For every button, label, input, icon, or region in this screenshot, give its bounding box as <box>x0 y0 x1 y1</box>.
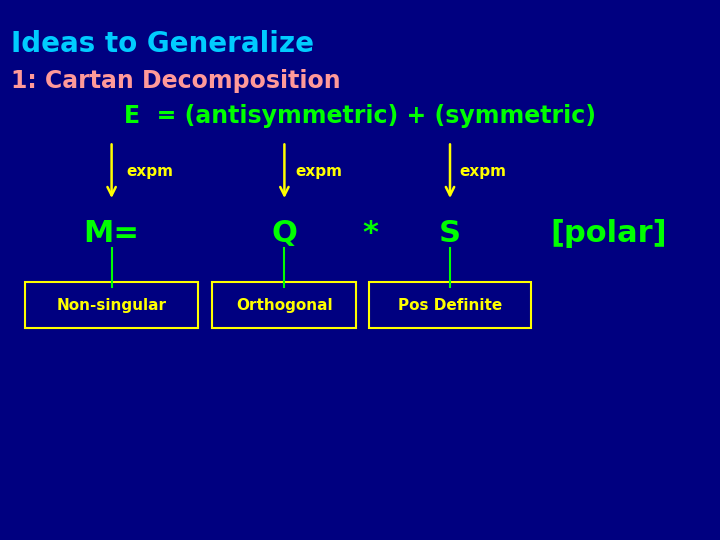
FancyBboxPatch shape <box>25 282 198 328</box>
Text: expm: expm <box>459 164 506 179</box>
FancyBboxPatch shape <box>369 282 531 328</box>
Text: M=: M= <box>84 219 140 248</box>
Text: 1: Cartan Decomposition: 1: Cartan Decomposition <box>11 69 341 93</box>
Text: expm: expm <box>295 164 342 179</box>
Text: S: S <box>439 219 461 248</box>
FancyBboxPatch shape <box>212 282 356 328</box>
Text: Q: Q <box>271 219 297 248</box>
Text: [polar]: [polar] <box>550 219 667 248</box>
Text: *: * <box>363 219 379 248</box>
Text: Ideas to Generalize: Ideas to Generalize <box>11 30 314 58</box>
Text: Pos Definite: Pos Definite <box>398 298 502 313</box>
Text: Orthogonal: Orthogonal <box>236 298 333 313</box>
Text: Non-singular: Non-singular <box>57 298 166 313</box>
Text: E  = (antisymmetric) + (symmetric): E = (antisymmetric) + (symmetric) <box>124 104 596 128</box>
Text: expm: expm <box>126 164 173 179</box>
